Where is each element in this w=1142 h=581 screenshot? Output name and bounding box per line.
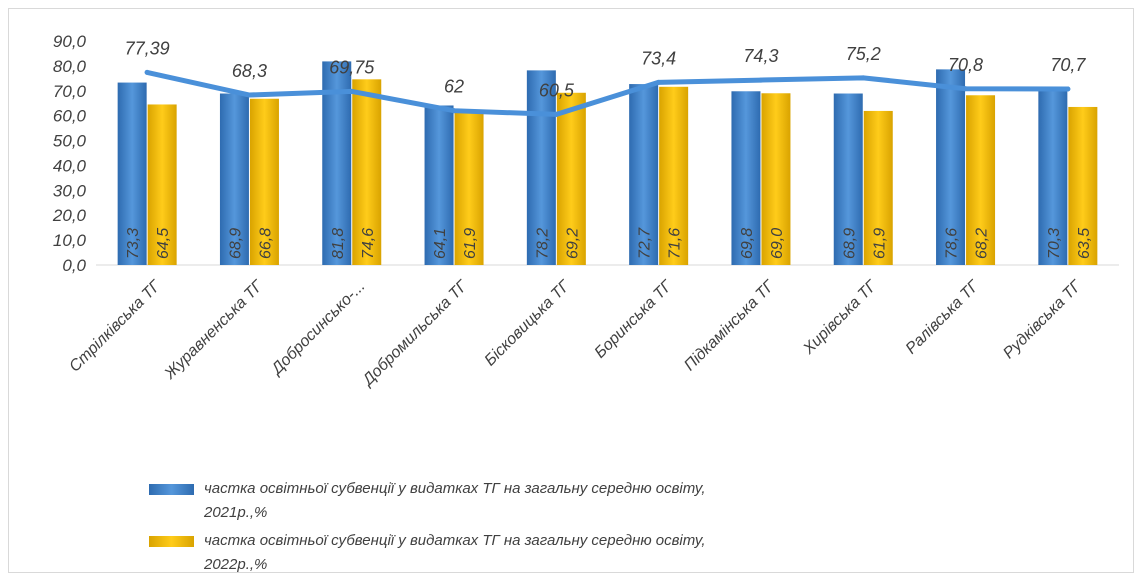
y-tick-label: 80,0 <box>53 57 87 76</box>
bar-2022 <box>1068 106 1098 265</box>
chart-svg: 0,0 10,0 20,0 30,0 40,0 50,0 60,0 70,0 80,0 90,0 С… <box>52 32 1119 390</box>
line-point <box>1065 86 1071 92</box>
legend-label-2021-line1: частка освітньої субвенції у видатках ТГ… <box>204 480 706 497</box>
line-data-label: 77,39 <box>125 38 170 58</box>
bar-2021 <box>833 93 863 265</box>
legend-label-2021-line2: 2021р.,% <box>204 504 268 521</box>
line-point <box>656 79 662 85</box>
label-layer: 77,39 68,3 69,75 62 60,5 73,4 74,3 75,2 70,8 70,7 <box>125 38 1087 100</box>
bar-2021 <box>424 105 454 265</box>
bar-2021-data-label: 69,8 <box>739 228 756 259</box>
category-label: Підкамінська ТГ <box>681 277 778 374</box>
line-data-label: 70,8 <box>948 55 983 75</box>
bar-2021-data-label: 64,1 <box>432 228 449 259</box>
line-point <box>860 75 866 81</box>
bar-2021 <box>936 69 966 265</box>
legend-swatch-2021 <box>149 484 194 495</box>
bar-2021 <box>117 82 147 265</box>
bar-2021-data-label: 73,3 <box>125 228 142 259</box>
bar-2022 <box>966 95 996 265</box>
category-label: Хирівська ТГ <box>800 277 881 358</box>
line-data-label: 75,2 <box>846 44 881 64</box>
y-tick-label: 60,0 <box>53 107 87 126</box>
chart-frame: 0,0 10,0 20,0 30,0 40,0 50,0 60,0 70,0 80,0 90,0 С… <box>8 8 1134 573</box>
y-tick-label: 70,0 <box>53 82 87 101</box>
category-label: Бісковицька ТГ <box>482 277 575 370</box>
bar-2021 <box>322 61 352 265</box>
bar-2021-data-label: 68,9 <box>841 228 858 259</box>
bar-2021-data-label: 68,9 <box>227 228 244 259</box>
bar-2021-data-label: 78,2 <box>534 228 551 259</box>
bar-2022-data-label: 71,6 <box>667 228 684 259</box>
legend-swatch-2022 <box>149 536 194 547</box>
line-point <box>451 108 457 114</box>
bar-2022 <box>454 110 484 265</box>
bar-2022 <box>147 104 177 265</box>
line-point <box>144 69 150 75</box>
bar-2021 <box>219 93 249 265</box>
bar-2022-data-label: 69,2 <box>564 228 581 259</box>
line-data-label: 74,3 <box>743 46 778 66</box>
bar-2022-data-label: 61,9 <box>871 228 888 259</box>
category-label: Ралівська ТГ <box>903 277 984 358</box>
bar-2021 <box>526 70 556 265</box>
legend-item-2022: частка освітньої субвенції у видатках ТГ… <box>149 529 949 577</box>
y-tick-label: 90,0 <box>53 32 87 51</box>
line-data-label: 62 <box>444 77 464 97</box>
line-point <box>963 86 969 92</box>
line-point <box>553 111 559 117</box>
line-point <box>758 77 764 83</box>
legend-item-2021: частка освітньої субвенції у видатках ТГ… <box>149 477 949 525</box>
bar-2022 <box>352 79 382 265</box>
bar-2022 <box>249 98 279 266</box>
y-tick-label: 50,0 <box>53 132 87 151</box>
bar-2022 <box>863 110 893 265</box>
legend: частка освітньої субвенції у видатках ТГ… <box>149 477 949 581</box>
bar-2022-data-label: 68,2 <box>974 228 991 259</box>
line-layer <box>144 69 1071 117</box>
category-label: Боринська ТГ <box>592 277 677 362</box>
bar-2022-data-label: 74,6 <box>360 228 377 259</box>
legend-label-2022-line2: 2022р.,% <box>204 556 268 573</box>
category-label: Добросинсько-... <box>267 278 368 379</box>
y-tick-label: 40,0 <box>53 156 87 175</box>
line-point <box>349 88 355 94</box>
bar-2021 <box>629 84 659 266</box>
line-data-label: 70,7 <box>1050 55 1086 75</box>
bar-layer: 73,3 64,5 68,9 66,8 81,8 74,6 64,1 61,9 78,2 69,2… <box>117 61 1098 266</box>
bar-2022-data-label: 66,8 <box>257 228 274 259</box>
line-point <box>246 92 252 98</box>
bar-2021-data-label: 72,7 <box>637 227 654 259</box>
line-data-label: 69,75 <box>329 57 375 77</box>
category-label: Рудківська ТГ <box>1000 277 1085 362</box>
line-data-label: 73,4 <box>641 48 676 68</box>
line-series <box>144 69 1071 117</box>
bar-2022 <box>556 92 586 265</box>
category-label: Журавненська ТГ <box>161 277 267 383</box>
bar-2022-data-label: 64,5 <box>155 228 172 259</box>
bar-2021-data-label: 81,8 <box>330 228 347 259</box>
bar-2021 <box>731 91 761 265</box>
bar-2022 <box>659 86 689 265</box>
bar-2022-data-label: 69,0 <box>769 228 786 259</box>
category-label: Стрілківська ТГ <box>66 277 165 376</box>
bar-2022-data-label: 61,9 <box>462 228 479 259</box>
y-tick-label: 0,0 <box>62 256 86 275</box>
legend-label-2022-line1: частка освітньої субвенції у видатках ТГ… <box>204 532 706 549</box>
line-data-label: 60,5 <box>539 80 575 100</box>
line-data-label: 68,3 <box>232 61 267 81</box>
bar-2021-data-label: 78,6 <box>944 228 961 259</box>
y-tick-label: 30,0 <box>53 181 87 200</box>
y-tick-label: 10,0 <box>53 231 87 250</box>
bar-2022 <box>761 93 791 266</box>
bar-2021 <box>1038 90 1068 265</box>
bar-2022-data-label: 63,5 <box>1076 228 1093 259</box>
y-tick-label: 20,0 <box>52 206 87 225</box>
bar-2021-data-label: 70,3 <box>1046 228 1063 259</box>
category-label: Добромильська ТГ <box>358 277 471 390</box>
